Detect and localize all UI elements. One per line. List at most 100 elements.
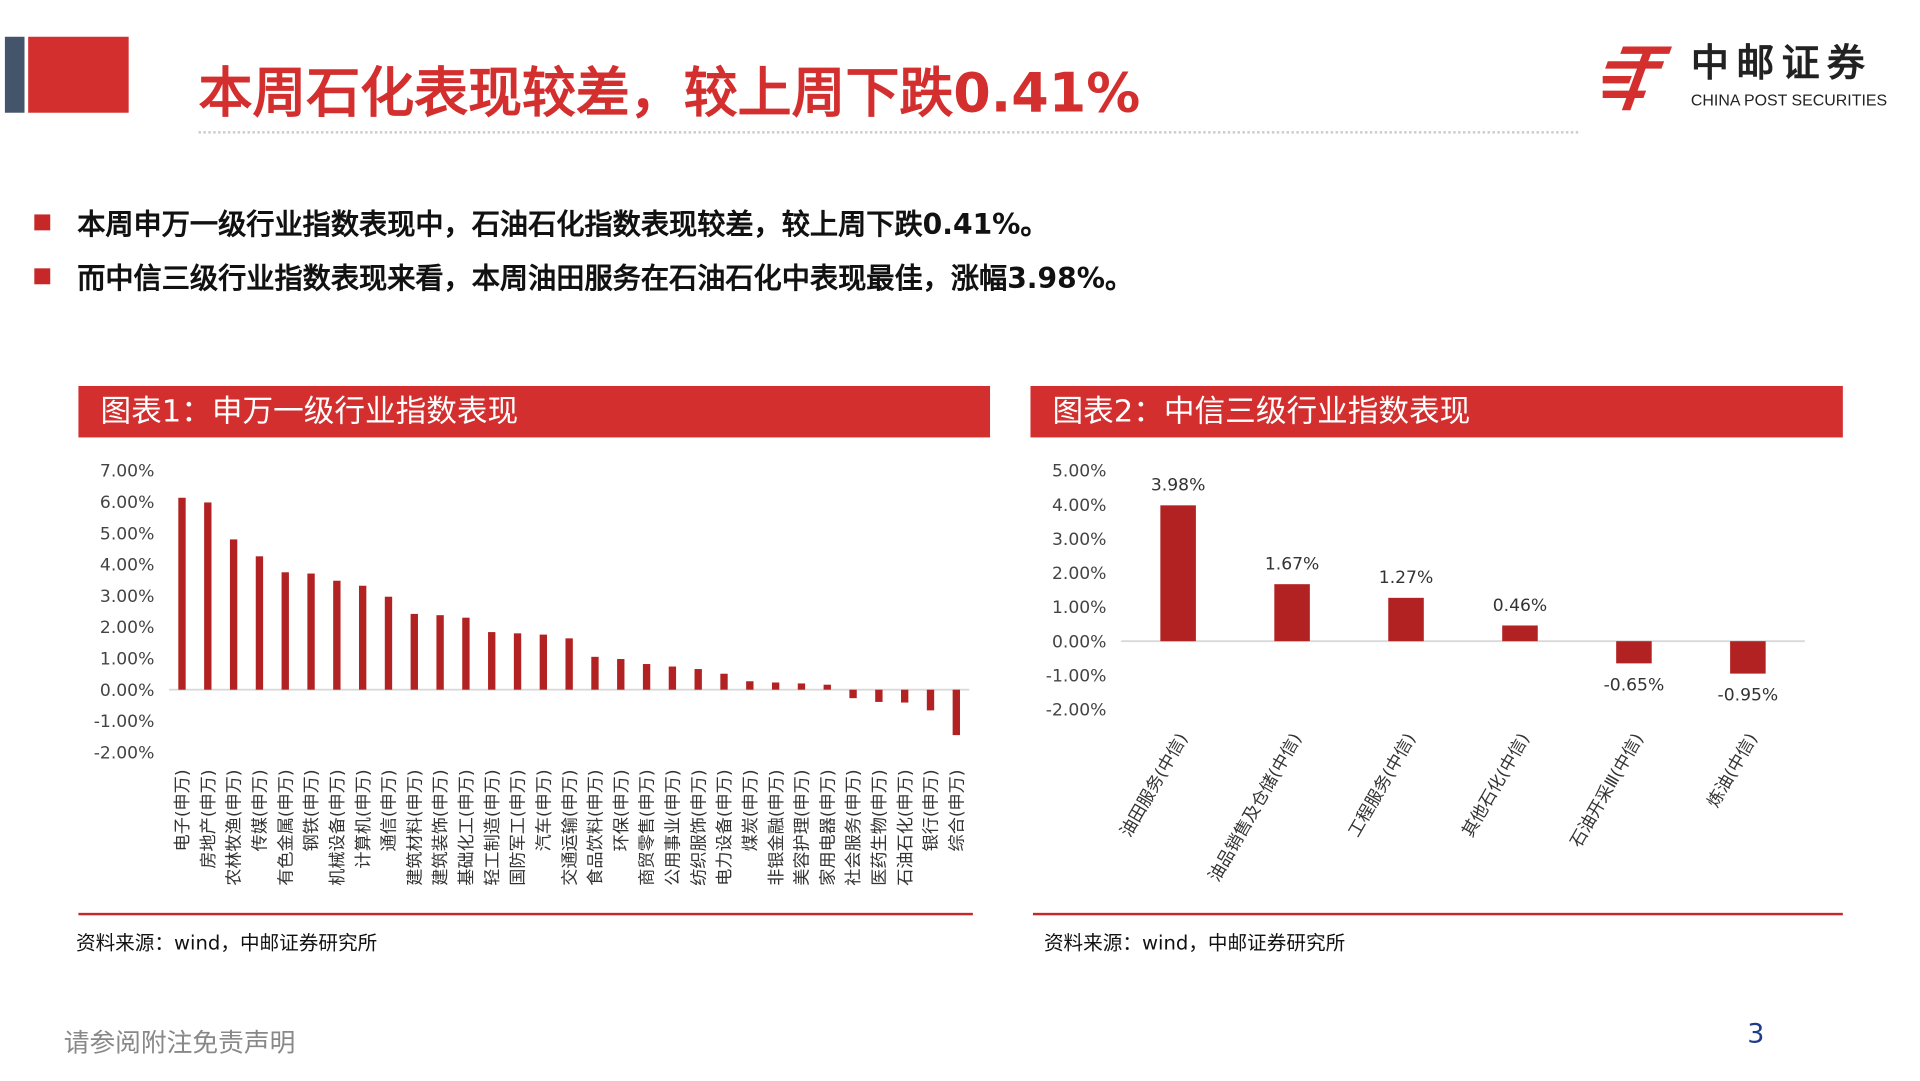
x-tick-label: 有色金属(申万) <box>276 769 296 885</box>
bar <box>358 585 367 690</box>
bullet-square-icon <box>34 267 51 284</box>
y-tick-label: 5.00% <box>100 524 154 544</box>
x-tick-label: 其他石化(中信) <box>1459 730 1534 841</box>
x-tick-label: 国防军工(申万) <box>509 769 529 885</box>
chart1-source-divider <box>78 912 973 916</box>
logo-mark-icon <box>1592 46 1672 111</box>
page-title: 本周石化表现较差，较上周下跌0.41% <box>198 62 1141 125</box>
x-tick-label: 炼油(中信) <box>1704 730 1762 811</box>
x-tick-label: 油品销售及仓储(中信) <box>1205 730 1306 885</box>
data-label: 0.46% <box>1493 596 1547 616</box>
x-tick-label: 农林牧渔(申万) <box>225 769 245 885</box>
y-tick-label: -1.00% <box>94 712 155 732</box>
bar <box>668 666 677 690</box>
bar <box>1502 625 1538 642</box>
x-tick-label: 食品饮料(申万) <box>586 769 606 885</box>
chart2-source: 资料来源：wind，中邮证券研究所 <box>1043 931 1346 955</box>
chart2-source-divider <box>1032 912 1843 916</box>
x-tick-label: 基础化工(申万) <box>457 769 477 885</box>
x-tick-label: 计算机(申万) <box>354 769 374 868</box>
x-tick-label: 钢铁(申万) <box>302 769 322 851</box>
bar <box>642 664 651 690</box>
x-tick-label: 家用电器(申万) <box>818 769 838 885</box>
x-tick-label: 机械设备(申万) <box>328 769 348 885</box>
bar <box>1160 505 1196 642</box>
y-tick-label: 0.00% <box>100 681 154 701</box>
bar <box>797 683 806 690</box>
bar <box>926 689 935 711</box>
x-tick-label: 美容护理(申万) <box>793 769 813 885</box>
decor-block-red <box>28 36 129 113</box>
bar <box>565 638 573 690</box>
bar <box>1388 597 1424 642</box>
y-tick-label: 4.00% <box>1052 496 1106 516</box>
x-tick-label: 电子(申万) <box>173 769 193 851</box>
bar <box>513 633 522 690</box>
bar <box>384 596 393 690</box>
bar <box>410 613 418 690</box>
x-tick-label: 煤炭(申万) <box>741 769 761 851</box>
y-tick-label: 1.00% <box>1052 598 1106 618</box>
company-logo: 中邮证券 CHINA POST SECURITIES <box>1592 41 1897 113</box>
bar <box>849 689 857 699</box>
bar <box>746 681 754 690</box>
x-tick-label: 轻工制造(申万) <box>483 769 503 885</box>
x-tick-label: 油田服务(中信) <box>1117 730 1192 841</box>
disclaimer-link[interactable]: 请参阅附注免责声明 <box>63 1028 296 1058</box>
x-tick-label: 电力设备(申万) <box>715 769 735 885</box>
x-tick-label: 综合(申万) <box>947 769 967 851</box>
x-tick-label: 建筑材料(申万) <box>405 769 425 885</box>
x-tick-label: 环保(申万) <box>612 769 632 851</box>
chart1-heading: 图表1：申万一级行业指数表现 <box>78 385 991 438</box>
y-tick-label: 2.00% <box>1052 564 1106 584</box>
y-tick-label: 5.00% <box>1052 462 1106 482</box>
chart2-heading: 图表2：中信三级行业指数表现 <box>1030 385 1843 438</box>
bar <box>462 617 470 690</box>
x-tick-label: 银行(申万) <box>922 769 942 851</box>
bar <box>539 634 548 690</box>
y-tick-label: 1.00% <box>100 650 154 670</box>
x-tick-label: 房地产(申万) <box>199 769 219 868</box>
x-tick-label: 汽车(申万) <box>534 769 554 851</box>
chart1-plot: 7.00% 6.00% 5.00% 4.00% 3.00% 2.00% 1.00% 0.00%… <box>94 462 970 886</box>
bar <box>771 682 780 690</box>
decor-block-blue <box>4 36 25 113</box>
chart2-plot: 5.00% 4.00% 3.00% 2.00% 1.00% 0.00% -1.00% -2.0… <box>1046 462 1805 885</box>
x-tick-label: 石油开采Ⅲ(中信) <box>1567 730 1648 851</box>
y-tick-label: 4.00% <box>100 556 154 576</box>
x-tick-label: 石油石化(申万) <box>896 769 916 885</box>
bar <box>307 573 315 690</box>
bar <box>281 572 289 690</box>
x-tick-label: 社会服务(申万) <box>844 769 864 885</box>
bar <box>617 659 625 690</box>
bar <box>333 580 341 690</box>
y-tick-label: 6.00% <box>100 493 154 513</box>
x-tick-label: 非银金融(申万) <box>767 769 787 885</box>
data-label: -0.65% <box>1604 675 1665 695</box>
data-label: 1.67% <box>1265 554 1319 574</box>
x-tick-label: 交通运输(申万) <box>560 769 580 885</box>
bar <box>1274 584 1310 642</box>
bar <box>1730 641 1766 674</box>
bar <box>229 539 238 690</box>
bar <box>1616 641 1652 664</box>
bullet-2: 而中信三级行业指数表现来看，本周油田服务在石油石化中表现最佳，涨幅3.98%。 <box>34 255 1133 297</box>
x-tick-label: 医药生物(申万) <box>870 769 890 885</box>
chart1-source: 资料来源：wind，中邮证券研究所 <box>75 931 378 955</box>
x-tick-label: 公用事业(申万) <box>664 769 684 885</box>
bullet-square-icon <box>34 213 51 230</box>
y-tick-label: 7.00% <box>100 462 154 482</box>
bar <box>255 556 264 690</box>
bar <box>823 684 831 690</box>
bar <box>591 656 599 690</box>
data-label: 1.27% <box>1379 568 1433 588</box>
x-tick-label: 通信(申万) <box>380 769 400 851</box>
bar <box>875 689 883 702</box>
logo-text-cn: 中邮证券 <box>1690 41 1873 86</box>
y-tick-label: -2.00% <box>1046 701 1107 721</box>
bullet-1: 本周申万一级行业指数表现中，石油石化指数表现较差，较上周下跌0.41%。 <box>34 201 1049 243</box>
bar <box>694 669 702 690</box>
bar <box>436 615 444 690</box>
data-label: -0.95% <box>1718 686 1779 706</box>
